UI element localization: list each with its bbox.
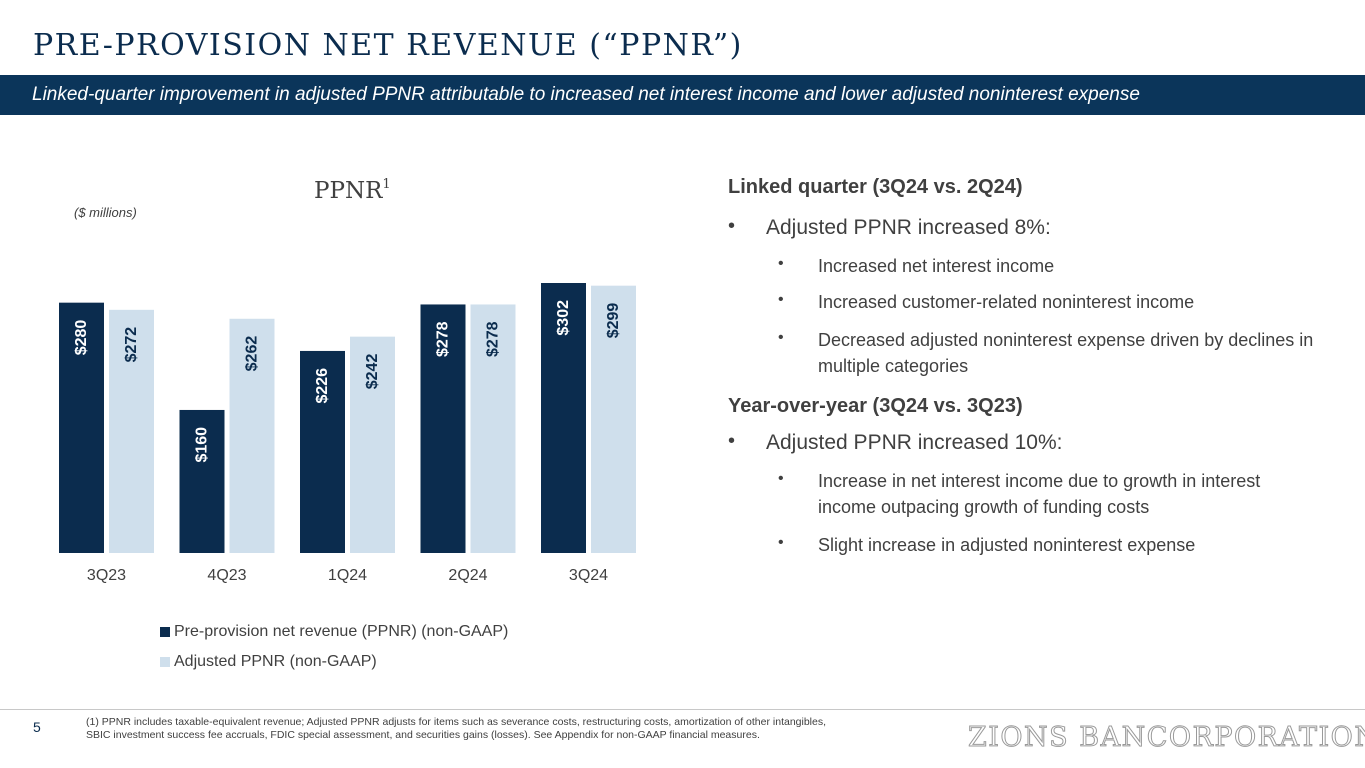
chart-units-label: ($ millions) [74,205,137,220]
data-label-ppnr-2q24: $278 [435,321,452,357]
bullet-icon: • [778,534,784,551]
footnote: (1) PPNR includes taxable-equivalent rev… [86,716,827,741]
bar-adjusted-ppnr-4q23 [229,318,275,553]
bar-ppnr-3q24 [541,283,586,553]
year-over-year-heading: Year-over-year (3Q24 vs. 3Q23) [728,395,1023,417]
bullet-icon: • [778,291,784,308]
legend-swatch-ppnr [160,627,170,637]
data-label-adjusted-ppnr-2q24: $278 [485,321,502,357]
data-label-ppnr-3q24: $302 [555,300,572,336]
bar-ppnr-4q23 [179,409,225,553]
data-label-adjusted-ppnr-3q23: $272 [123,327,140,363]
x-tick-label-2q24: 2Q24 [448,567,487,584]
page-title: PRE-PROVISION NET REVENUE (“PPNR”) [33,28,743,63]
data-label-adjusted-ppnr-1q24: $242 [364,354,381,390]
bar-ppnr-2q24 [420,304,466,553]
linked-quarter-heading: Linked quarter (3Q24 vs. 2Q24) [728,176,1023,198]
legend-swatch-adjusted-ppnr [160,657,170,667]
chart-title-footnote-ref: 1 [382,177,391,192]
chart-legend: Pre-provision net revenue (PPNR) (non-GA… [160,622,508,682]
bullet-icon: • [778,329,784,346]
data-label-adjusted-ppnr-3q24: $299 [605,303,622,339]
bar-adjusted-ppnr-2q24 [470,304,516,553]
legend-item-ppnr: Pre-provision net revenue (PPNR) (non-GA… [160,622,508,642]
bullet-icon: • [728,215,736,237]
bar-ppnr-3q23 [59,302,104,553]
bullet-icon: • [778,470,784,487]
bar-adjusted-ppnr-3q24 [591,285,636,553]
data-label-ppnr-1q24: $226 [314,368,331,404]
x-tick-label-4q23: 4Q23 [207,567,246,584]
headline-banner: Linked-quarter improvement in adjusted P… [0,75,1365,115]
bullet-icon: • [728,430,736,452]
x-tick-label-3q23: 3Q23 [87,567,126,584]
chart-title: PPNR1 [314,177,391,204]
legend-item-adjusted-ppnr: Adjusted PPNR (non-GAAP) [160,652,508,672]
footer-divider [0,709,1365,710]
bar-adjusted-ppnr-1q24 [350,336,395,553]
bar-adjusted-ppnr-3q23 [109,309,154,553]
company-logo: ZIONS BANCORPORATION [967,722,1365,754]
data-label-ppnr-4q23: $160 [194,427,211,463]
data-label-adjusted-ppnr-4q23: $262 [244,336,261,372]
x-tick-label-3q24: 3Q24 [569,567,608,584]
data-label-ppnr-3q23: $280 [73,320,90,356]
legend-label-adjusted-ppnr: Adjusted PPNR (non-GAAP) [174,653,377,670]
page-number: 5 [33,719,41,735]
x-tick-label-1q24: 1Q24 [328,567,367,584]
banner-text: Linked-quarter improvement in adjusted P… [32,84,1140,105]
legend-label-ppnr: Pre-provision net revenue (PPNR) (non-GA… [174,623,509,640]
bar-ppnr-1q24 [300,350,345,553]
bullet-icon: • [778,255,784,272]
ppnr-bar-chart: $280 $272 3Q23 $160 $262 4Q23 $226 $242 1Q24 $278… [59,283,636,584]
